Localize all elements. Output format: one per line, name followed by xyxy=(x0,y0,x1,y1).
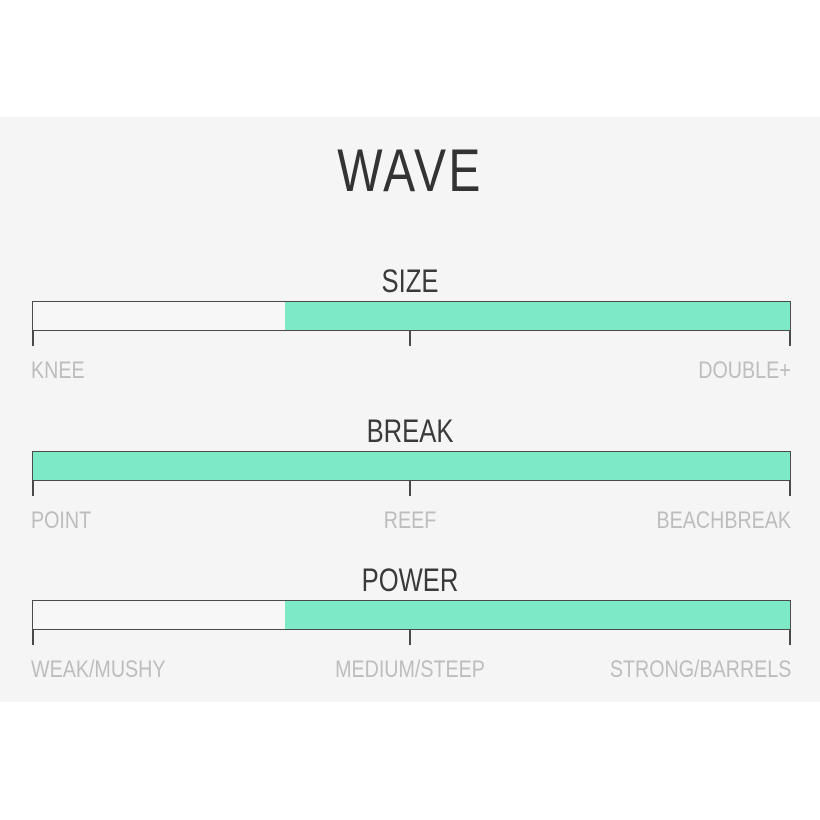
scale-bar xyxy=(32,451,791,481)
tick-left xyxy=(32,630,34,645)
tick-left xyxy=(32,331,34,346)
label-left: POINT xyxy=(31,507,92,534)
label-right: BEACHBREAK xyxy=(656,507,791,534)
scale-bar xyxy=(32,301,791,331)
tick-right xyxy=(789,331,791,346)
tick-center xyxy=(409,481,411,496)
label-left: WEAK/MUSHY xyxy=(31,656,166,683)
scale-title: BREAK xyxy=(366,413,454,449)
tick-right xyxy=(789,630,791,645)
scale-title: POWER xyxy=(361,562,459,598)
label-center: REEF xyxy=(383,507,437,534)
label-right: STRONG/BARRELS xyxy=(609,656,791,683)
tick-right xyxy=(789,481,791,496)
page-title: WAVE xyxy=(337,137,483,204)
tick-center xyxy=(409,331,411,346)
scale-title: SIZE xyxy=(381,263,439,299)
scale-bar xyxy=(32,600,791,630)
scale-fill xyxy=(285,601,790,629)
label-center: MEDIUM/STEEP xyxy=(335,656,485,683)
label-left: KNEE xyxy=(31,357,85,384)
tick-center xyxy=(409,630,411,645)
scale-fill xyxy=(285,302,790,330)
tick-left xyxy=(32,481,34,496)
scale-fill xyxy=(33,452,790,480)
label-right: DOUBLE+ xyxy=(698,357,791,384)
